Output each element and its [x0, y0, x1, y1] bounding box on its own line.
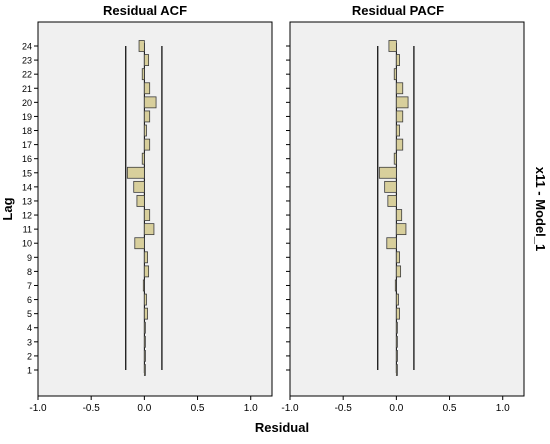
acf-bar: [143, 321, 146, 334]
acf-bar: [143, 54, 150, 66]
pacf-bar: [395, 364, 398, 376]
lag-tick-label: 18: [22, 126, 32, 136]
lag-tick-label: 24: [22, 42, 32, 52]
y-axis-title: Lag: [0, 197, 15, 220]
lag-tick-label: 1: [27, 366, 32, 376]
pacf-x-tick-label: -1.0: [281, 403, 299, 414]
lag-tick-label: 6: [27, 295, 32, 305]
acf-bar: [138, 40, 145, 52]
lag-tick-label: 2: [27, 351, 32, 361]
lag-tick-label: 7: [27, 281, 32, 291]
panel-title-pacf: Residual PACF: [352, 3, 444, 18]
acf-bar: [143, 110, 151, 123]
lag-tick-label: 19: [22, 112, 32, 122]
pacf-bar: [384, 180, 397, 193]
pacf-x-tick-label: 1.0: [496, 403, 510, 414]
lag-tick-label: 5: [27, 309, 32, 319]
lag-tick-label: 17: [22, 140, 32, 150]
acf-bar: [143, 209, 151, 221]
pacf-bar: [395, 307, 400, 320]
lag-tick-label: 22: [22, 70, 32, 80]
lag-tick-label: 12: [22, 211, 32, 221]
pacf-bar: [395, 251, 400, 264]
pacf-x-tick-label: 0.0: [389, 403, 403, 414]
acf-plot-area: [37, 21, 273, 397]
acf-bar: [134, 237, 145, 250]
pacf-bar: [388, 40, 397, 52]
pacf-bar: [395, 96, 409, 109]
acf-bar: [141, 152, 145, 165]
pacf-bar: [395, 124, 400, 137]
pacf-bar: [395, 138, 404, 151]
pacf-bar: [395, 350, 398, 362]
lag-tick-label: 4: [27, 323, 32, 333]
panel-title-acf: Residual ACF: [103, 3, 187, 18]
pacf-x-tick-label: 0.5: [443, 403, 457, 414]
row-label: x11 - Model_1: [533, 167, 548, 252]
lag-tick-label: 15: [22, 168, 32, 178]
pacf-bar: [393, 68, 397, 81]
pacf-bar: [395, 223, 407, 236]
lag-tick-label: 9: [27, 253, 32, 263]
pacf-bar: [395, 321, 398, 334]
lag-tick-label: 8: [27, 267, 32, 277]
acf-bar: [143, 307, 148, 320]
pacf-bar: [395, 110, 404, 123]
pacf-bar: [395, 293, 399, 306]
lag-tick-label: 3: [27, 337, 32, 347]
pacf-bar: [378, 166, 397, 179]
pacf-plot-area: [289, 21, 525, 397]
acf-bar: [143, 82, 151, 95]
acf-x-tick-label: 0.0: [137, 403, 151, 414]
pacf-bar: [395, 209, 403, 221]
x-axis-title: Residual: [255, 420, 309, 435]
acf-x-tick-label: 1.0: [244, 403, 258, 414]
acf-x-tick-label: -0.5: [83, 403, 101, 414]
pacf-bar: [387, 195, 397, 207]
acf-bar: [143, 138, 151, 151]
acf-panel: -1.0 -0.5 0.0 0.5 1.012345678910111213141516…: [22, 21, 273, 414]
pacf-bar: [394, 279, 397, 292]
pacf-bar: [395, 265, 402, 278]
acf-bar: [143, 124, 147, 137]
acf-bar: [126, 166, 145, 179]
pacf-bar: [386, 237, 397, 250]
pacf-bar: [395, 82, 404, 95]
acf-bar: [143, 96, 157, 109]
acf-x-tick-label: 0.5: [191, 403, 205, 414]
pacf-bar: [395, 54, 400, 66]
pacf-bar: [395, 335, 398, 348]
panels-group: -1.0 -0.5 0.0 0.5 1.012345678910111213141516…: [22, 21, 525, 414]
lag-tick-label: 14: [22, 182, 32, 192]
lag-tick-label: 10: [22, 239, 32, 249]
pacf-panel: -1.0 -0.5 0.0 0.5 1.0: [281, 21, 525, 414]
acf-bar: [136, 195, 145, 207]
acf-bar: [143, 293, 147, 306]
acf-bar: [143, 265, 150, 278]
pacf-x-tick-label: -0.5: [335, 403, 353, 414]
acf-bar: [141, 68, 145, 81]
lag-tick-label: 11: [23, 225, 32, 235]
lag-tick-label: 21: [22, 84, 32, 94]
lag-tick-label: 20: [22, 98, 32, 108]
lag-tick-label: 23: [22, 56, 32, 66]
acf-bar: [133, 180, 145, 193]
acf-x-tick-label: -1.0: [29, 403, 47, 414]
acf-bar: [143, 364, 146, 376]
acf-bar: [143, 223, 155, 236]
acf-bar: [143, 251, 148, 264]
acf-bar: [143, 350, 146, 362]
acf-bar: [143, 335, 146, 348]
pacf-bar: [393, 152, 397, 165]
lag-tick-label: 16: [22, 154, 32, 164]
lag-tick-label: 13: [22, 196, 32, 206]
acf-bar: [142, 279, 145, 292]
